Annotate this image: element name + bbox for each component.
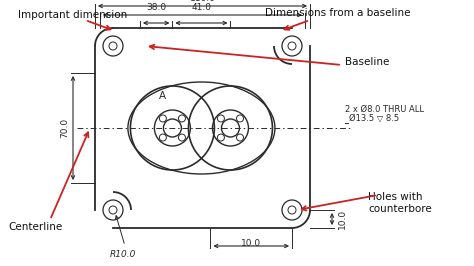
Text: Important dimension: Important dimension <box>18 10 127 20</box>
Text: Baseline: Baseline <box>345 57 389 67</box>
Text: 38.0: 38.0 <box>146 3 166 12</box>
Text: 41.0: 41.0 <box>191 3 211 12</box>
Text: Holes with
counterbore: Holes with counterbore <box>368 192 432 214</box>
Text: 70.0: 70.0 <box>61 118 70 138</box>
Text: Dimensions from a baseline: Dimensions from a baseline <box>265 8 410 18</box>
Text: Ø13.5 ▽ 8.5: Ø13.5 ▽ 8.5 <box>349 114 399 123</box>
Text: 2 x Ø8.0 THRU ALL: 2 x Ø8.0 THRU ALL <box>345 105 424 114</box>
Text: R10.0: R10.0 <box>110 250 136 259</box>
Text: Centerline: Centerline <box>8 222 62 232</box>
Text: A: A <box>159 91 166 101</box>
Text: 10.0: 10.0 <box>337 209 346 229</box>
Text: 10.0: 10.0 <box>241 239 261 248</box>
Text: 110.0: 110.0 <box>190 0 216 3</box>
